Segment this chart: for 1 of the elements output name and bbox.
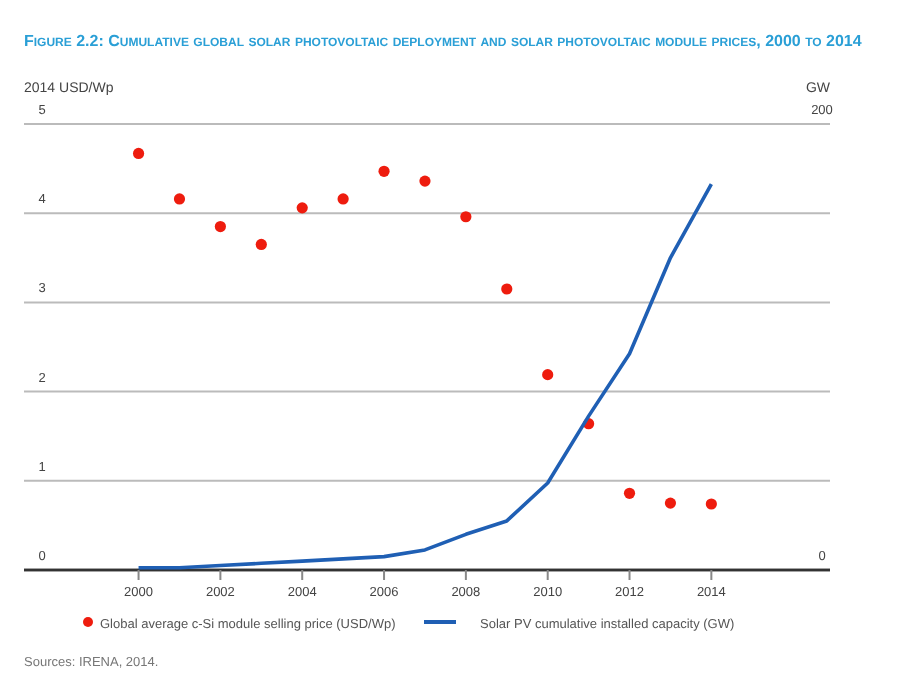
chart-title: Figure 2.2: Cumulative global solar photovoltaic deployment and solar photovoltaic module prices, 2000 to 2014 (24, 32, 863, 50)
